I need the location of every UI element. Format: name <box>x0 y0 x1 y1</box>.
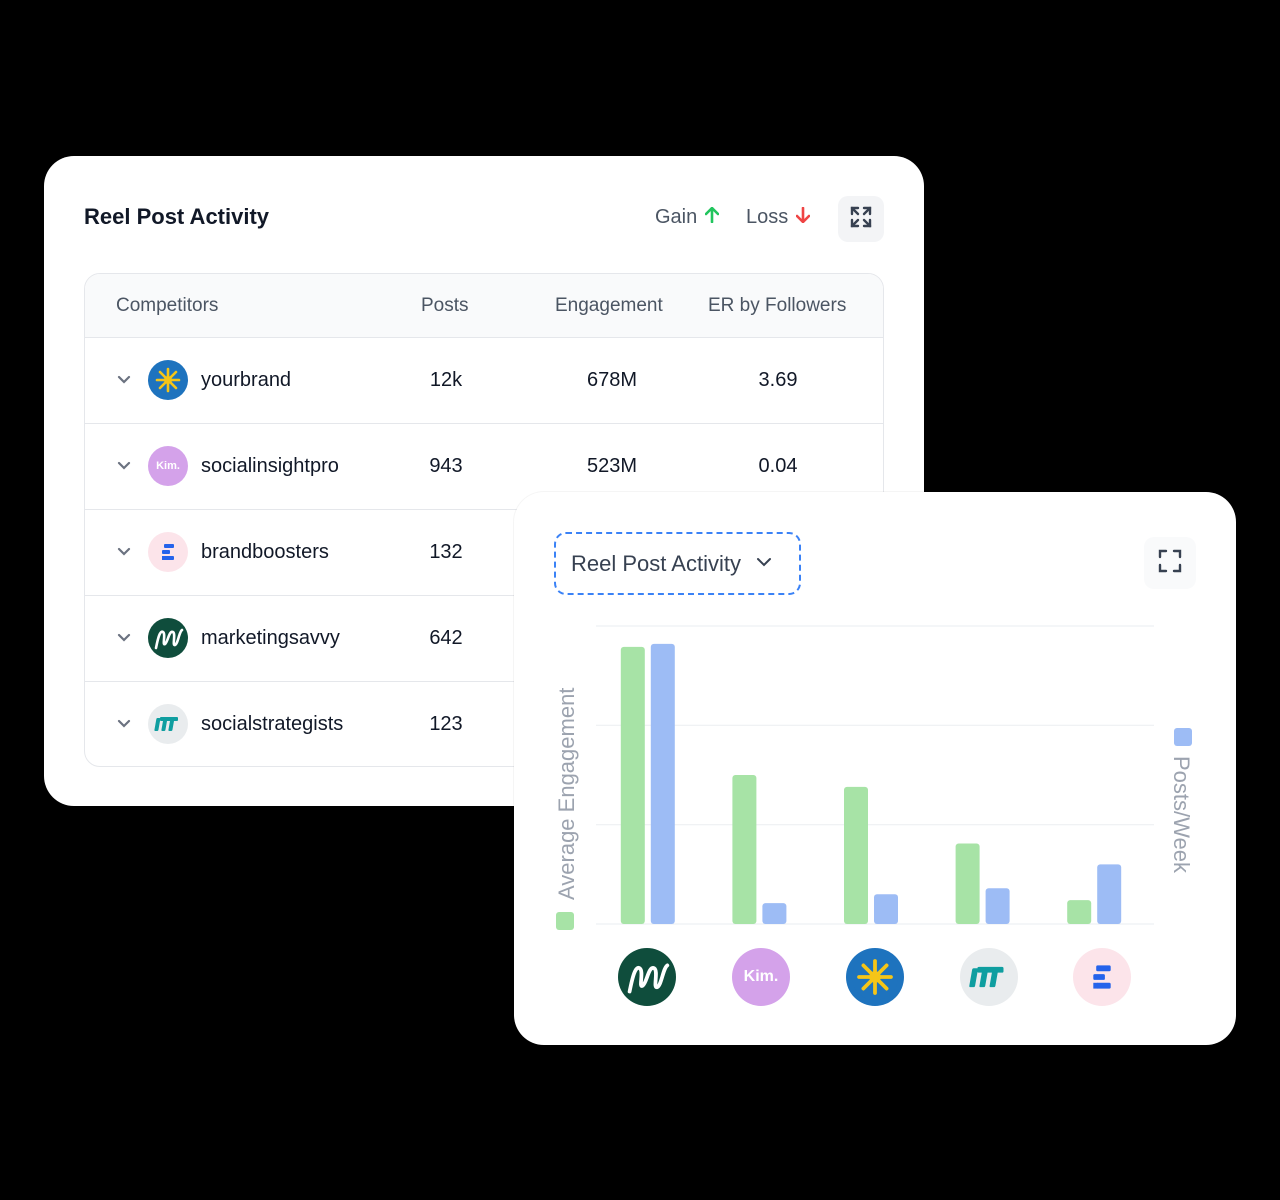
bar-posts-week-brandboosters[interactable] <box>1097 864 1122 924</box>
header-engagement[interactable]: Engagement <box>555 295 663 316</box>
table-card-title: Reel Post Activity <box>84 204 270 229</box>
arrow-down-icon <box>795 206 811 228</box>
header-competitors[interactable]: Competitors <box>116 295 219 316</box>
posts-value: 12k <box>429 369 463 391</box>
expand-icon <box>850 206 872 233</box>
gain-label: Gain <box>655 206 698 228</box>
y-axis-right-label: Posts/Week <box>1169 756 1194 874</box>
bar-average-engagement-socialinsightpro[interactable] <box>732 775 757 924</box>
bar-average-engagement-socialstrategists[interactable] <box>955 843 980 924</box>
chart-fullscreen-button[interactable] <box>1144 537 1196 589</box>
chevron-down-icon[interactable] <box>116 543 132 566</box>
brandboosters-logo <box>1073 948 1131 1006</box>
posts-value: 123 <box>429 713 463 735</box>
kim-logo-text: Kim. <box>743 968 779 985</box>
competitor-table: Competitors Posts Engagement ER by Follo… <box>84 273 884 767</box>
gain-legend: Gain <box>655 206 720 229</box>
chevron-down-icon[interactable] <box>116 457 132 480</box>
posts-value: 642 <box>429 627 463 649</box>
reel-post-activity-bar-chart: Average Engagement Posts/Week <box>554 625 1194 930</box>
loss-label: Loss <box>746 206 789 228</box>
sun-logo-avatar <box>148 360 188 400</box>
chevron-down-icon[interactable] <box>116 371 132 394</box>
header-er-by-followers[interactable]: ER by Followers <box>708 295 847 316</box>
fullscreen-icon <box>1158 549 1182 578</box>
bar-posts-week-marketingsavvy[interactable] <box>650 643 675 924</box>
teal-m-logo-avatar <box>148 704 188 744</box>
competitor-name: marketingsavvy <box>201 627 340 649</box>
bar-posts-week-socialinsightpro[interactable] <box>762 903 787 924</box>
average-engagement-legend-swatch <box>556 912 574 930</box>
metric-select-label: Reel Post Activity <box>571 550 741 576</box>
kim-logo-avatar: Kim. <box>148 446 188 486</box>
bar-average-engagement-brandboosters[interactable] <box>1067 900 1092 924</box>
marketingsavvy-logo <box>618 948 676 1006</box>
engagement-value: 523M <box>586 455 638 477</box>
chevron-down-icon[interactable] <box>116 715 132 738</box>
competitor-name: yourbrand <box>201 369 292 391</box>
arrow-up-icon <box>704 206 720 228</box>
bar-posts-week-socialstrategists[interactable] <box>985 888 1010 924</box>
loss-legend: Loss <box>746 206 811 229</box>
table-row[interactable]: brandboosters 132 <box>85 510 883 596</box>
metric-select-dropdown[interactable]: Reel Post Activity <box>554 532 801 595</box>
header-posts[interactable]: Posts <box>421 295 469 316</box>
er-value: 3.69 <box>758 369 798 391</box>
engagement-value: 678M <box>586 369 638 391</box>
table-header: Competitors Posts Engagement ER by Follo… <box>85 274 883 338</box>
posts-week-legend-swatch <box>1174 728 1192 746</box>
competitor-name: brandboosters <box>201 541 329 563</box>
socialinsightpro-logo: Kim. <box>732 948 790 1006</box>
reel-post-activity-chart-card: Reel Post Activity Average Engagement Po… <box>514 492 1236 1045</box>
table-row[interactable]: socialstrategists 123 <box>85 682 883 766</box>
chevron-down-icon <box>755 551 773 577</box>
bar-average-engagement-yourbrand[interactable] <box>844 786 868 924</box>
y-axis-left-label: Average Engagement <box>554 688 579 900</box>
table-expand-button[interactable] <box>838 196 884 242</box>
kim-logo-text: Kim. <box>156 460 180 472</box>
bar-posts-week-yourbrand[interactable] <box>874 894 898 924</box>
posts-value: 943 <box>429 455 463 477</box>
er-value: 0.04 <box>758 455 798 477</box>
chevron-down-icon[interactable] <box>116 629 132 652</box>
table-row[interactable]: Kim. socialinsightpro 943 523M 0.04 <box>85 424 883 510</box>
bar-average-engagement-marketingsavvy[interactable] <box>620 646 645 924</box>
competitor-name: socialinsightpro <box>201 455 339 477</box>
stack-logo-avatar <box>148 532 188 572</box>
posts-value: 132 <box>429 541 463 563</box>
yourbrand-logo <box>846 948 904 1006</box>
m-script-logo-avatar <box>148 618 188 658</box>
socialstrategists-logo <box>960 948 1018 1006</box>
competitor-name: socialstrategists <box>201 713 344 735</box>
table-row[interactable]: marketingsavvy 642 <box>85 596 883 682</box>
table-row[interactable]: yourbrand 12k 678M 3.69 <box>85 338 883 424</box>
reel-post-activity-table-card: Reel Post Activity Gain Loss Competitors… <box>44 156 924 806</box>
